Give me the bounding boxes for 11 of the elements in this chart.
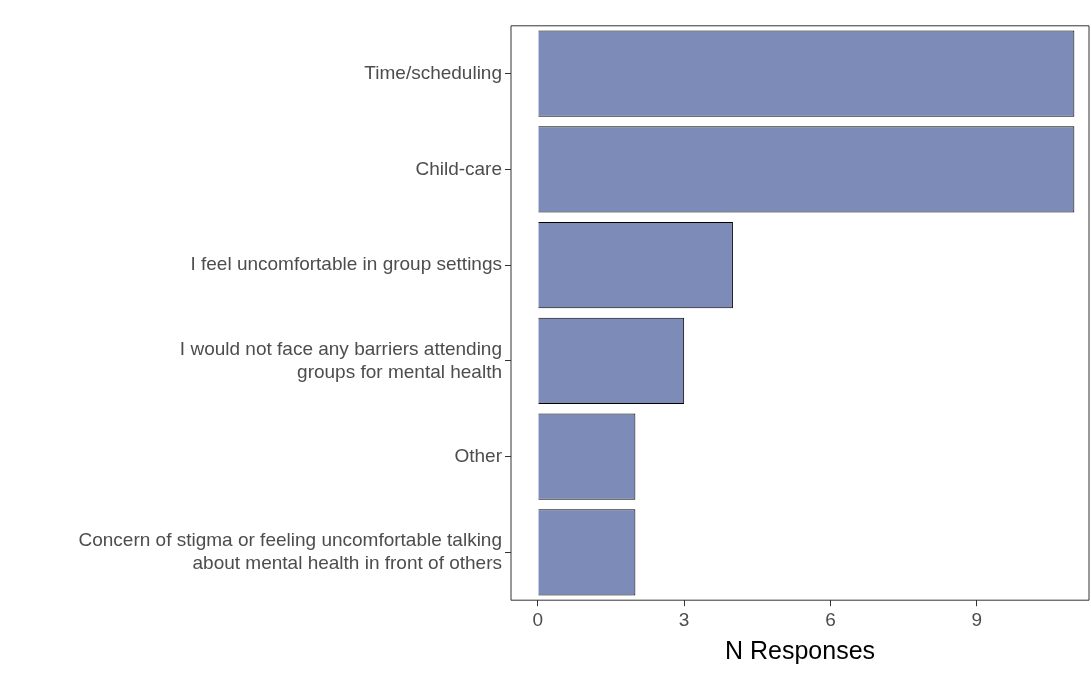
x-axis-title: N Responses xyxy=(724,635,876,664)
x-tick-label: 6 xyxy=(825,608,836,630)
y-tick-label: Concern of stigma or feeling uncomfortable talking about mental health in front of others xyxy=(78,529,502,573)
x-tick-label: 0 xyxy=(532,608,544,630)
y-tick-label: I feel uncomfortable in group settings xyxy=(190,253,502,275)
y-tick-label: I would not face any barriers attending groups for mental health xyxy=(179,337,502,382)
x-tick-label: 3 xyxy=(678,608,690,630)
y-tick-label: Time/scheduling xyxy=(364,61,502,83)
y-tick-label: Other xyxy=(454,444,503,466)
y-tick-label: Child-care xyxy=(415,157,502,179)
x-tick-label: 9 xyxy=(971,608,983,630)
